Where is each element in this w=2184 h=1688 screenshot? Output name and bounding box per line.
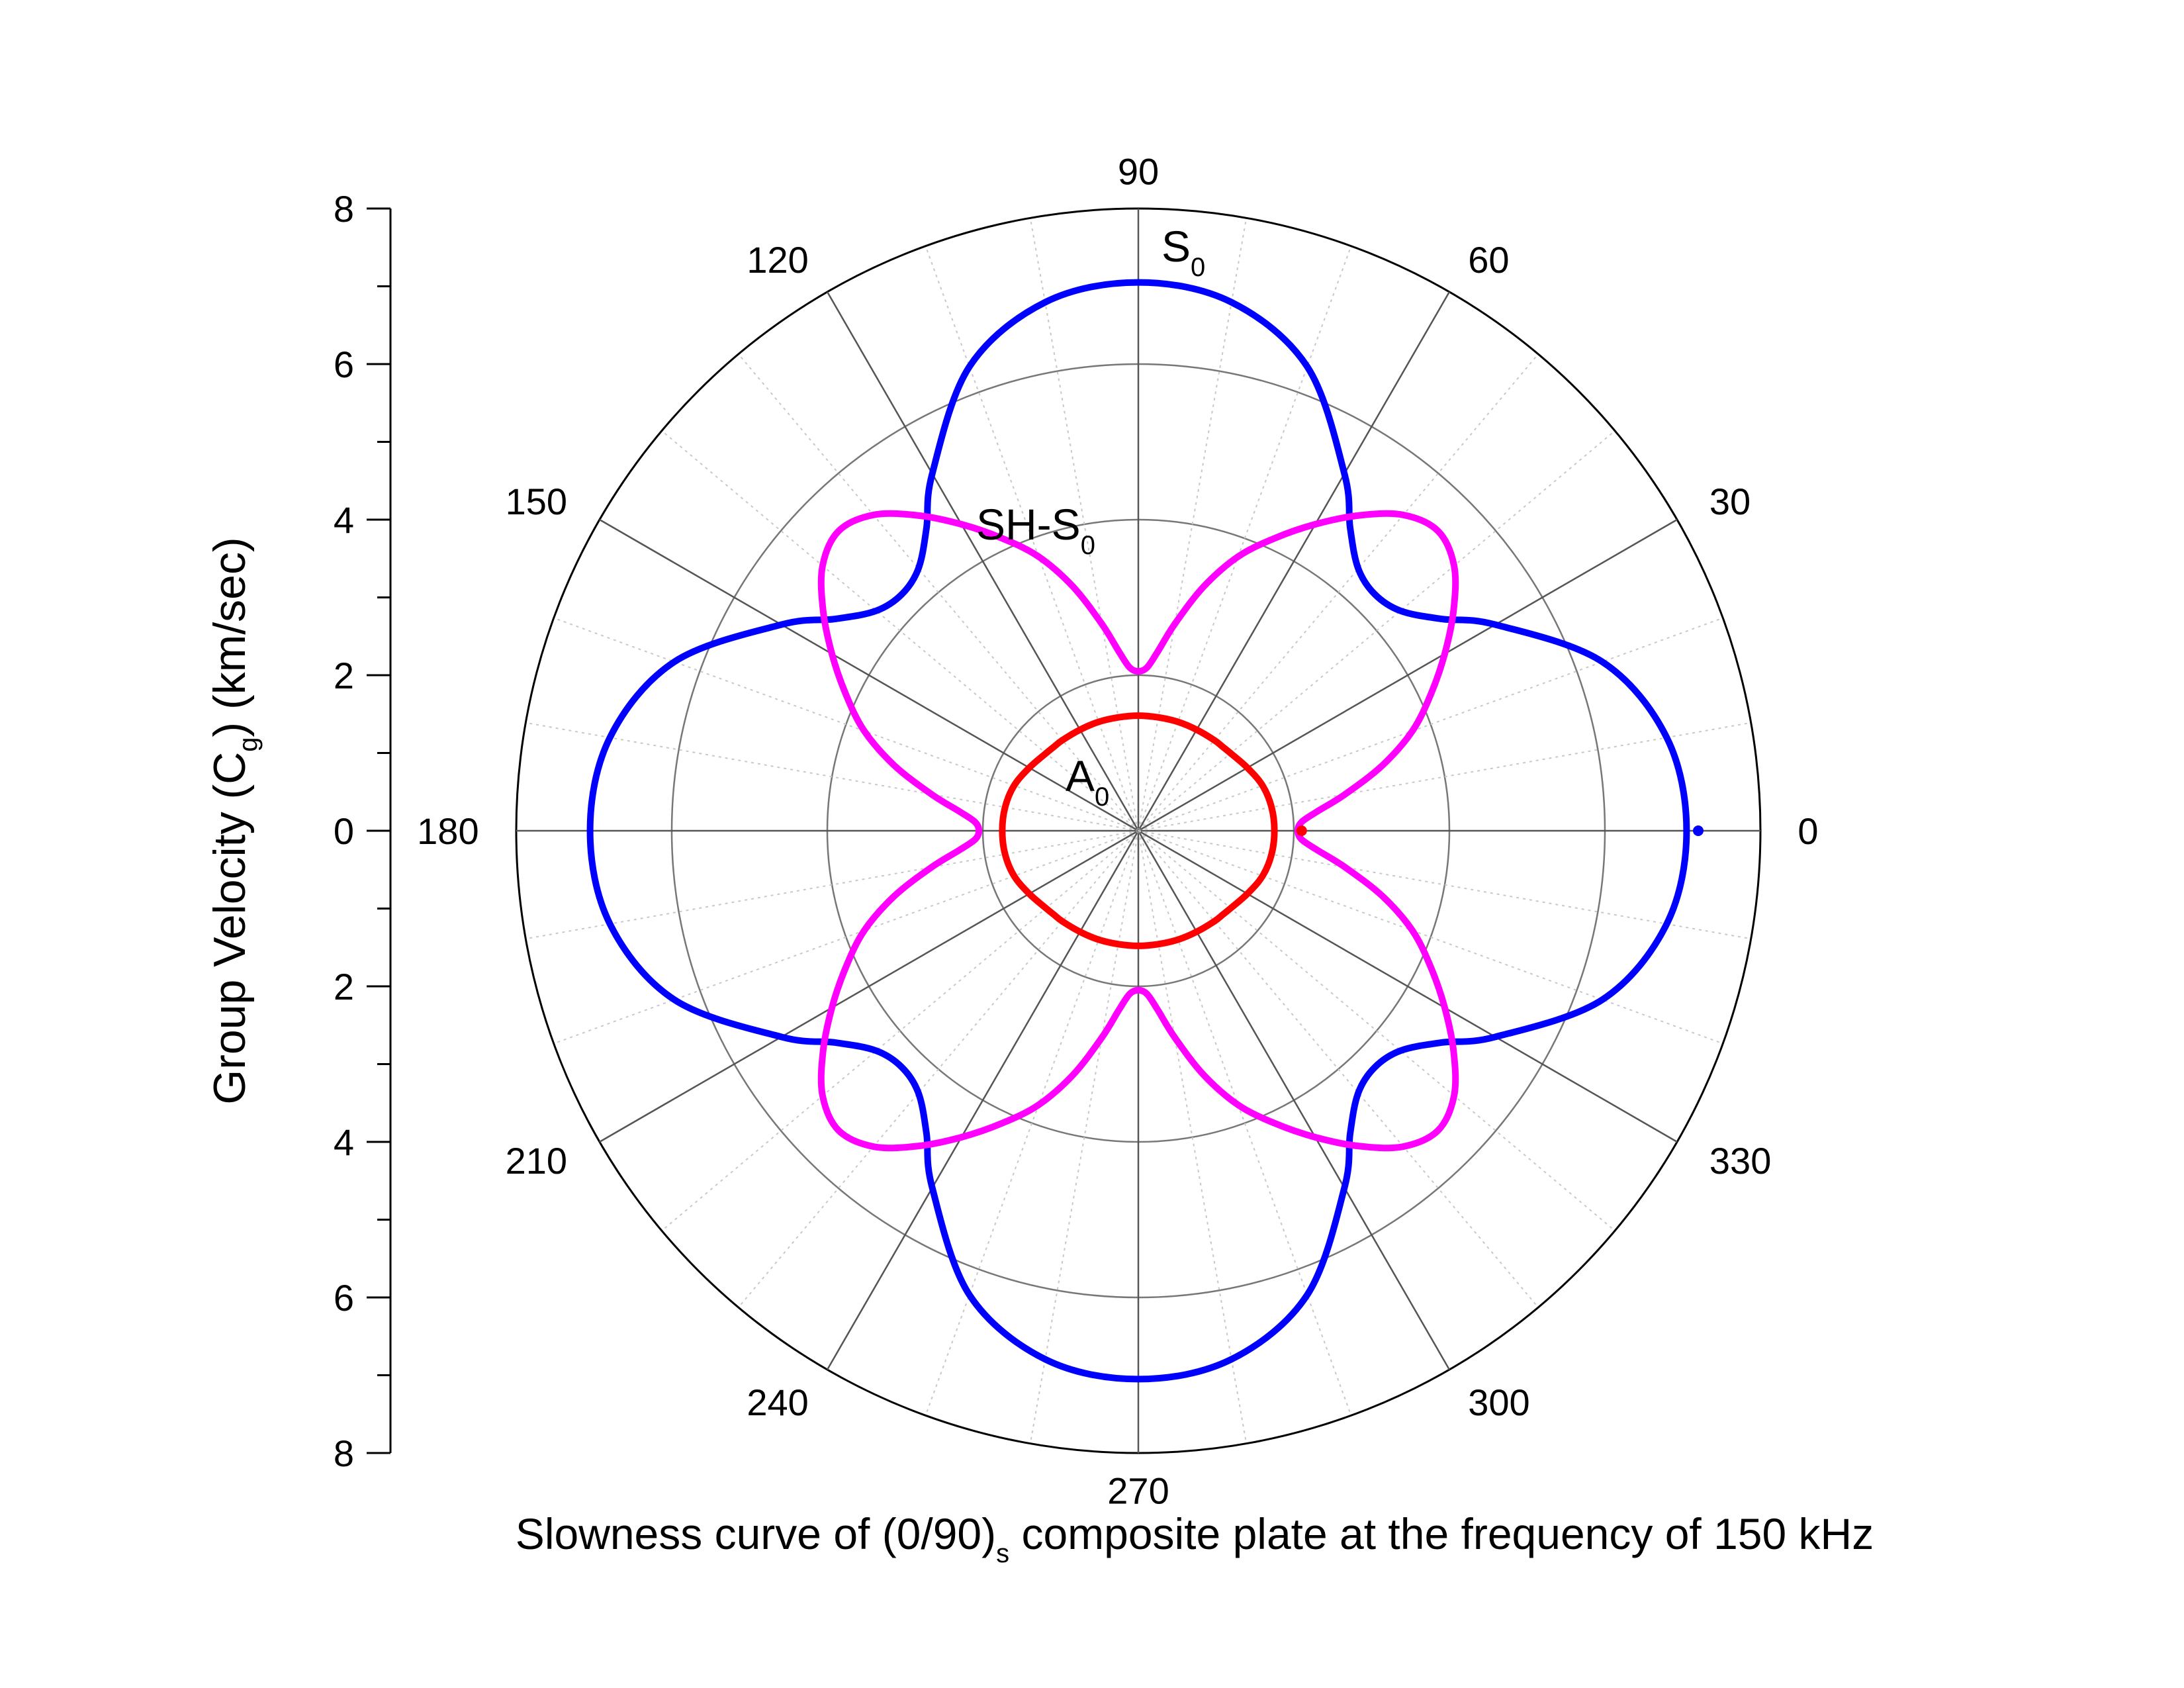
minor-spoke-320: [1138, 830, 1615, 1231]
angular-tick-label-90: 90: [1118, 151, 1159, 193]
minor-spoke-200: [553, 830, 1139, 1045]
radial-tick-label: 2: [334, 966, 354, 1008]
radial-tick-label: 8: [334, 1432, 354, 1474]
spoke-210: [599, 829, 1139, 1143]
minor-spoke-100: [1029, 218, 1139, 831]
minor-spoke-260: [1029, 830, 1139, 1444]
angular-tick-label-150: 150: [506, 481, 567, 522]
curve-sh-s0: [817, 510, 1459, 1152]
minor-spoke-350: [1138, 830, 1751, 940]
spoke-60: [1137, 291, 1451, 831]
minor-spoke-220: [661, 830, 1139, 1231]
minor-spoke-40: [1138, 430, 1615, 831]
marker-point: [1296, 825, 1307, 836]
curve-label-a0: A0: [1066, 751, 1109, 812]
spoke-150: [599, 518, 1139, 832]
curve-a0: [999, 712, 1278, 949]
minor-spoke-280: [1138, 830, 1248, 1444]
radial-tick-label: 2: [334, 655, 354, 696]
minor-spoke-10: [1138, 722, 1751, 831]
minor-spoke-160: [553, 617, 1139, 831]
angular-tick-label-180: 180: [417, 810, 478, 852]
radial-tick-label: 6: [334, 344, 354, 385]
polar-grid: [515, 207, 1762, 1454]
minor-spoke-190: [525, 830, 1139, 940]
angular-tick-labels: 0 30 60 90 120 150 180 210 240 270 300 330: [417, 151, 1818, 1512]
data-curves: [586, 279, 1704, 1383]
minor-spoke-50: [1138, 353, 1539, 831]
minor-spoke-80: [1138, 218, 1248, 831]
radial-tick-label: 8: [334, 188, 354, 230]
radial-tick-label: 6: [334, 1277, 354, 1319]
spoke-30: [1138, 518, 1678, 832]
chart-caption: Slowness curve of (0/90)s composite plat…: [516, 1509, 1874, 1568]
angular-tick-label-300: 300: [1468, 1382, 1529, 1423]
spoke-330: [1138, 829, 1678, 1143]
minor-spoke-70: [1138, 246, 1352, 831]
minor-spoke-230: [738, 830, 1139, 1308]
minor-spoke-340: [1138, 830, 1723, 1045]
curve-label-sh-s0: SH-S0: [976, 500, 1095, 560]
angular-tick-label-330: 330: [1709, 1140, 1771, 1182]
minor-spoke-170: [525, 722, 1139, 831]
curve-labels: S0 SH-S0 A0: [976, 222, 1205, 812]
angular-tick-label-120: 120: [747, 239, 808, 281]
curve-s0: [586, 279, 1690, 1383]
minor-spoke-140: [661, 430, 1139, 831]
minor-spoke-250: [925, 830, 1139, 1416]
y-axis-label: Group Velocity (Cg) (km/sec): [205, 537, 263, 1104]
radial-tick-label: 4: [334, 499, 354, 541]
minor-spoke-130: [738, 353, 1139, 831]
curve-label-s0: S0: [1161, 222, 1205, 282]
radial-tick-label: 0: [334, 810, 354, 852]
radial-axis: 8 6 4 2 0 2 4 6 8: [334, 188, 392, 1474]
minor-spoke-20: [1138, 617, 1723, 831]
marker-point: [1693, 825, 1704, 836]
radial-tick-label: 4: [334, 1121, 354, 1163]
angular-tick-label-60: 60: [1468, 239, 1509, 281]
angular-tick-label-210: 210: [506, 1140, 567, 1182]
spoke-120: [826, 291, 1140, 831]
minor-spoke-290: [1138, 830, 1352, 1416]
angular-tick-label-270: 270: [1107, 1470, 1169, 1511]
spoke-300: [1137, 830, 1451, 1370]
angular-tick-label-30: 30: [1709, 481, 1751, 522]
spoke-240: [826, 830, 1140, 1370]
angular-tick-label-0: 0: [1797, 810, 1818, 852]
angular-tick-label-240: 240: [747, 1382, 808, 1423]
minor-spoke-310: [1138, 830, 1539, 1308]
minor-spoke-110: [925, 246, 1139, 831]
